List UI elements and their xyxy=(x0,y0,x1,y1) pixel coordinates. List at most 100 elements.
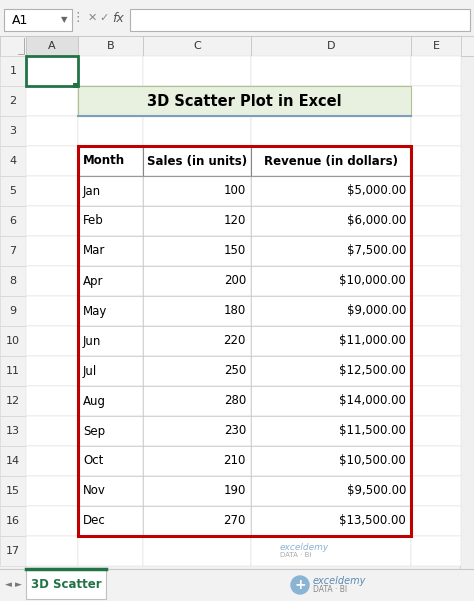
Bar xyxy=(0,206,26,236)
Bar xyxy=(26,56,78,86)
Bar xyxy=(78,86,143,116)
Bar xyxy=(78,236,143,266)
Text: Dec: Dec xyxy=(83,514,106,528)
Bar xyxy=(143,416,251,446)
Bar xyxy=(0,569,474,601)
Bar xyxy=(26,146,78,176)
Bar xyxy=(411,326,461,356)
Bar xyxy=(411,536,461,566)
Bar xyxy=(0,476,26,506)
Bar xyxy=(251,476,411,506)
Text: 190: 190 xyxy=(224,484,246,498)
Text: Jan: Jan xyxy=(83,185,101,198)
Bar xyxy=(251,536,411,566)
Text: $14,000.00: $14,000.00 xyxy=(339,394,406,407)
Text: Aug: Aug xyxy=(83,394,106,407)
Text: 230: 230 xyxy=(224,424,246,438)
Text: 16: 16 xyxy=(6,516,20,526)
Text: 6: 6 xyxy=(9,216,17,226)
Bar xyxy=(251,386,411,416)
Bar xyxy=(411,176,461,206)
Bar xyxy=(411,86,461,116)
Bar xyxy=(0,86,26,116)
Bar xyxy=(411,56,461,86)
Text: Jun: Jun xyxy=(83,335,101,347)
Bar xyxy=(26,56,78,86)
Text: ⋮: ⋮ xyxy=(72,11,84,25)
Text: 100: 100 xyxy=(224,185,246,198)
Bar xyxy=(251,266,411,296)
Bar xyxy=(78,296,143,326)
Bar xyxy=(78,446,143,476)
Circle shape xyxy=(291,576,309,594)
Bar xyxy=(143,386,251,416)
Bar xyxy=(143,326,251,356)
Text: 17: 17 xyxy=(6,546,20,556)
Text: B: B xyxy=(107,41,114,51)
Bar xyxy=(251,296,411,326)
Bar xyxy=(251,86,411,116)
Bar xyxy=(0,146,26,176)
Bar xyxy=(411,146,461,176)
Bar xyxy=(460,56,474,569)
Bar xyxy=(26,386,78,416)
Text: $7,500.00: $7,500.00 xyxy=(346,245,406,257)
Text: Jul: Jul xyxy=(83,364,97,377)
Bar xyxy=(0,296,26,326)
Text: Revenue (in dollars): Revenue (in dollars) xyxy=(264,154,398,168)
Bar xyxy=(411,296,461,326)
Text: 120: 120 xyxy=(224,215,246,228)
Text: A1: A1 xyxy=(12,13,28,26)
Bar xyxy=(78,476,143,506)
Bar xyxy=(411,416,461,446)
Bar xyxy=(0,416,26,446)
Text: 220: 220 xyxy=(224,335,246,347)
Bar xyxy=(143,356,251,386)
Text: $10,000.00: $10,000.00 xyxy=(339,275,406,287)
Bar xyxy=(251,116,411,146)
Bar xyxy=(411,116,461,146)
Text: 3D Scatter Plot in Excel: 3D Scatter Plot in Excel xyxy=(147,94,342,109)
Text: A: A xyxy=(48,41,56,51)
Bar xyxy=(78,326,143,356)
Text: D: D xyxy=(327,41,335,51)
Bar xyxy=(26,296,78,326)
Text: 14: 14 xyxy=(6,456,20,466)
Bar xyxy=(26,416,78,446)
Bar xyxy=(251,206,411,236)
Bar xyxy=(143,236,251,266)
Bar xyxy=(411,236,461,266)
Bar xyxy=(0,446,26,476)
Bar xyxy=(78,56,143,86)
Text: 5: 5 xyxy=(9,186,17,196)
Text: Apr: Apr xyxy=(83,275,103,287)
Bar xyxy=(26,206,78,236)
Text: C: C xyxy=(193,41,201,51)
Text: 3D Scatter: 3D Scatter xyxy=(31,578,101,591)
Bar xyxy=(78,146,143,176)
Bar xyxy=(4,9,72,31)
Bar xyxy=(251,416,411,446)
Text: ▼: ▼ xyxy=(61,16,67,25)
Bar xyxy=(78,506,143,536)
Text: ✓: ✓ xyxy=(100,13,109,23)
Text: 13: 13 xyxy=(6,426,20,436)
Text: 2: 2 xyxy=(9,96,17,106)
Bar xyxy=(78,176,143,206)
Bar xyxy=(143,266,251,296)
Bar xyxy=(0,506,26,536)
Bar xyxy=(78,416,143,446)
Bar xyxy=(411,36,461,56)
Text: 210: 210 xyxy=(224,454,246,468)
Bar xyxy=(411,506,461,536)
Bar xyxy=(411,206,461,236)
Bar xyxy=(251,356,411,386)
Bar xyxy=(26,569,106,599)
Bar xyxy=(251,236,411,266)
Text: $10,500.00: $10,500.00 xyxy=(339,454,406,468)
Text: Sep: Sep xyxy=(83,424,105,438)
Bar xyxy=(251,36,411,56)
Text: 15: 15 xyxy=(6,486,20,496)
Text: 9: 9 xyxy=(9,306,17,316)
Bar xyxy=(0,0,474,36)
